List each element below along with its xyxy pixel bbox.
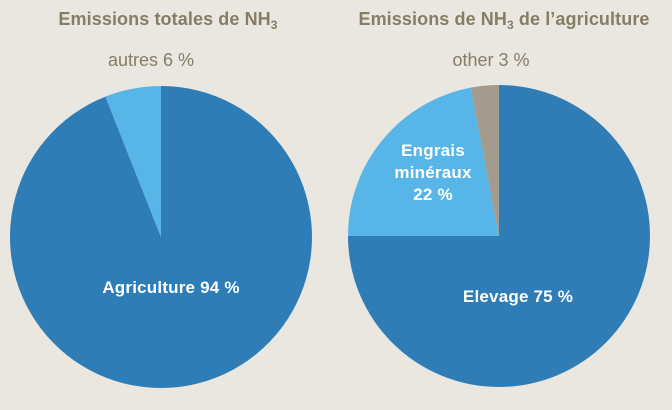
chart-title-text: Emissions de NH xyxy=(358,9,508,29)
pie-chart-agriculture-nh3 xyxy=(348,85,650,387)
chart-agriculture-nh3-emissions: Emissions de NH3 de l’agriculture other … xyxy=(336,0,672,410)
slice-label-autres: autres 6 % xyxy=(107,50,195,70)
pie-slice-other xyxy=(470,85,499,236)
slice-label-elevage: Elevage 75 % xyxy=(462,287,574,306)
pie-chart-total-nh3 xyxy=(10,86,312,388)
slice-label-agriculture: Agriculture 94 % xyxy=(102,278,240,297)
chart-title-subscript: 3 xyxy=(270,18,278,32)
chart-title-total: Emissions totales de NH3 xyxy=(0,9,336,32)
chart-title-text-suffix: de l’agriculture xyxy=(513,9,650,29)
slice-label-other: other 3 % xyxy=(452,50,530,70)
pie-slice-autres xyxy=(105,86,161,237)
chart-total-nh3-emissions: Emissions totales de NH3 autres 6 % Agri… xyxy=(0,9,336,388)
chart-title-text: Emissions totales de NH xyxy=(58,9,271,29)
chart-title-agriculture: Emissions de NH3 de l’agriculture xyxy=(336,9,672,32)
pie-slice-agriculture xyxy=(10,86,312,388)
pie-slice-engrais-mineraux xyxy=(348,87,499,236)
chart-title-subscript: 3 xyxy=(507,18,514,32)
slice-label-engrais-mineraux: Engrais minéraux 22 % xyxy=(394,141,472,204)
